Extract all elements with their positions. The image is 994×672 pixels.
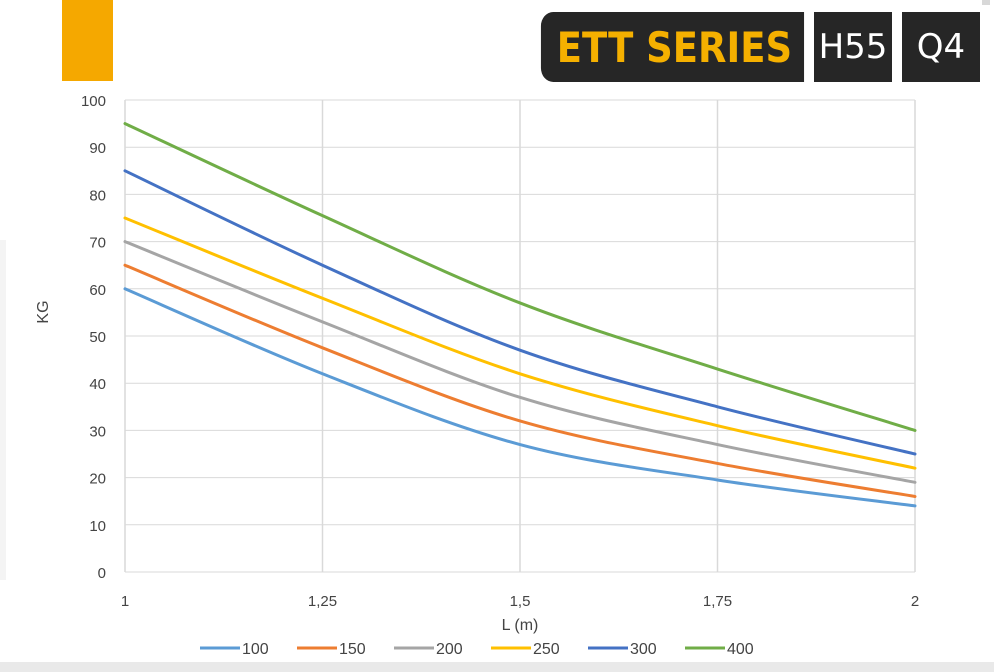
y-tick-label: 20 — [89, 471, 106, 488]
legend-label-250: 250 — [533, 641, 560, 658]
series-lines — [123, 122, 917, 508]
series-line-300 — [123, 169, 917, 456]
series-line-200 — [123, 240, 917, 484]
x-tick-label: 1,75 — [703, 593, 732, 610]
legend-label-300: 300 — [630, 641, 657, 658]
series-line-100 — [123, 287, 917, 508]
chart-grid — [124, 99, 916, 573]
y-axis-ticks: 0 10 20 30 40 50 60 70 80 90 100 — [81, 93, 106, 582]
y-tick-label: 60 — [89, 282, 106, 299]
x-tick-label: 1,5 — [510, 593, 531, 610]
y-tick-label: 30 — [89, 423, 106, 440]
x-axis-label: L (m) — [502, 617, 539, 634]
height-tag: H55 — [814, 12, 892, 82]
y-tick-label: 10 — [89, 518, 106, 535]
y-tick-label: 90 — [89, 140, 106, 157]
series-line-400 — [123, 122, 917, 432]
legend-label-400: 400 — [727, 641, 754, 658]
footer-bar — [0, 662, 994, 672]
quantity-tag: Q4 — [902, 12, 980, 82]
chart-legend: 100 150 200 250 300 400 — [200, 641, 754, 658]
series-line-250 — [123, 216, 917, 470]
y-tick-label: 40 — [89, 376, 106, 393]
corner-mark — [982, 0, 990, 5]
y-tick-label: 0 — [98, 565, 106, 582]
legend-label-150: 150 — [339, 641, 366, 658]
legend-label-100: 100 — [242, 641, 269, 658]
y-tick-label: 100 — [81, 93, 106, 110]
brand-accent-block — [62, 0, 113, 81]
legend-label-200: 200 — [436, 641, 463, 658]
x-axis-ticks: 1 1,25 1,5 1,75 2 — [121, 593, 919, 610]
y-tick-label: 50 — [89, 329, 106, 346]
x-tick-label: 1,25 — [308, 593, 337, 610]
x-tick-label: 1 — [121, 593, 129, 610]
left-edge-shade — [0, 240, 6, 580]
y-tick-label: 70 — [89, 235, 106, 252]
x-tick-label: 2 — [911, 593, 919, 610]
series-line-150 — [123, 263, 917, 498]
series-badge: ETT SERIES — [540, 12, 804, 82]
product-header: ETT SERIES H55 Q4 — [505, 12, 980, 82]
y-axis-label: KG — [35, 300, 52, 323]
y-tick-label: 80 — [89, 187, 106, 204]
